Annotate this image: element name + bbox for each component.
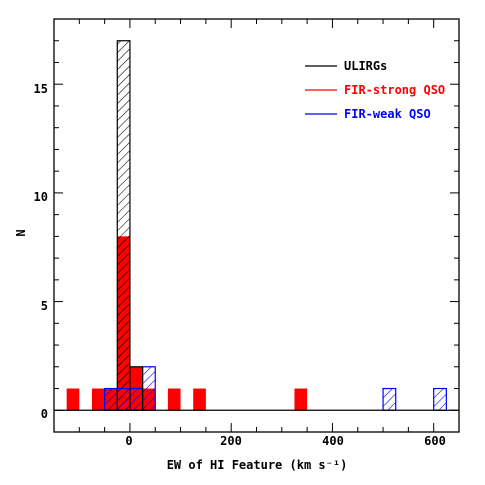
fir-weak-qso-bar: [382, 387, 397, 411]
fir-weak-qso-bar: [129, 387, 144, 411]
fir-weak-qso-bar: [141, 366, 156, 411]
fir-weak-qso-bar: [433, 387, 447, 411]
fir-strong-qso-bar: [117, 236, 130, 411]
fir-strong-qso-bar: [193, 388, 206, 411]
plot-area: [54, 40, 459, 411]
y-axis-title: N: [14, 229, 28, 236]
x-axis-title: EW of HI Feature (km s⁻¹): [167, 458, 348, 472]
y-tick-label: 10: [34, 190, 48, 204]
fir-strong-qso-bar: [91, 388, 105, 411]
x-tick-label: 600: [424, 434, 446, 448]
plot-frame: [53, 18, 460, 433]
x-tick-label: 200: [220, 434, 242, 448]
fir-strong-qso-bar: [66, 388, 80, 411]
x-tick-label: 0: [125, 434, 132, 448]
y-tick-label: 0: [41, 407, 48, 421]
legend-label-ulirgs: ULIRGs: [344, 59, 387, 73]
fir-weak-qso-bar: [116, 387, 131, 411]
fir-strong-qso-bar: [167, 388, 181, 411]
legend-label-fir-strong: FIR-strong QSO: [344, 83, 445, 97]
fir-strong-qso-bar: [294, 388, 308, 411]
x-tick-label: 400: [322, 434, 344, 448]
axes: [53, 18, 460, 433]
y-tick-label: 5: [41, 299, 48, 313]
y-tick-label: 15: [34, 82, 48, 96]
legend: ULIRGs FIR-strong QSO FIR-weak QSO: [305, 59, 445, 121]
fir-weak-qso-bar: [104, 387, 118, 411]
legend-label-fir-weak: FIR-weak QSO: [344, 107, 431, 121]
